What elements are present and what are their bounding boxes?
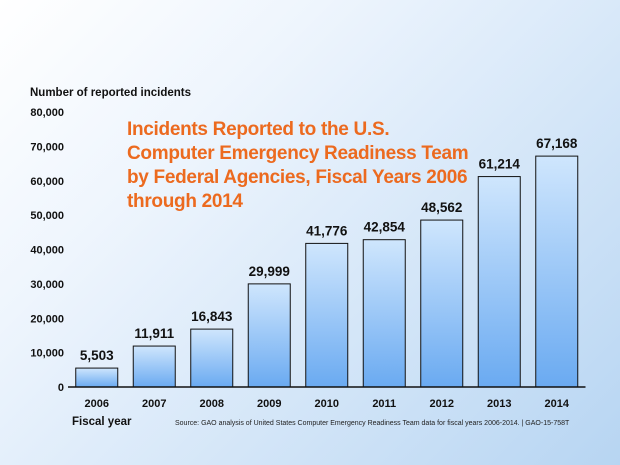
bar-2013 bbox=[477, 176, 521, 388]
bar-2008 bbox=[190, 328, 234, 388]
x-tick-label: 2009 bbox=[257, 398, 281, 410]
value-label: 41,776 bbox=[306, 223, 348, 238]
y-tick-label: 30,000 bbox=[30, 279, 64, 291]
y-tick-label: 10,000 bbox=[30, 348, 64, 360]
x-tick-label: 2013 bbox=[487, 398, 511, 410]
bar-2010 bbox=[305, 242, 349, 388]
y-axis-label: Number of reported incidents bbox=[30, 87, 192, 99]
y-tick-label: 50,000 bbox=[30, 210, 64, 222]
x-tick-label: 2012 bbox=[430, 398, 454, 410]
value-labels: 5,503 11,911 16,843 29,999 41,776 42,854 48,56… bbox=[80, 136, 578, 363]
bar-2014 bbox=[535, 155, 579, 388]
value-label: 48,562 bbox=[421, 200, 462, 215]
y-axis-ticks: 0 10,000 20,000 30,000 40,000 50,000 60,000 70,… bbox=[30, 107, 64, 394]
bar-2012 bbox=[420, 219, 464, 388]
x-tick-label: 2008 bbox=[200, 398, 224, 410]
value-label: 16,843 bbox=[191, 309, 233, 324]
bars bbox=[75, 155, 579, 388]
x-tick-label: 2006 bbox=[85, 398, 109, 410]
x-axis-label: Fiscal year bbox=[72, 416, 132, 428]
value-label: 29,999 bbox=[249, 264, 290, 279]
y-tick-label: 40,000 bbox=[30, 245, 64, 257]
value-label: 61,214 bbox=[479, 157, 521, 172]
y-tick-label: 70,000 bbox=[30, 141, 64, 153]
x-tick-label: 2014 bbox=[545, 398, 570, 410]
x-tick-label: 2007 bbox=[142, 398, 166, 410]
y-tick-label: 20,000 bbox=[30, 313, 64, 325]
value-label: 42,854 bbox=[364, 220, 406, 235]
source-note: Source: GAO analysis of United States Co… bbox=[175, 420, 570, 427]
bar-2011 bbox=[362, 239, 406, 388]
value-label: 11,911 bbox=[134, 326, 174, 341]
y-tick-label: 0 bbox=[58, 382, 64, 394]
y-tick-label: 60,000 bbox=[30, 176, 64, 188]
x-tick-label: 2010 bbox=[315, 398, 339, 410]
chart-title: Incidents Reported to the U.S. Computer … bbox=[127, 119, 469, 212]
bar-2006 bbox=[75, 367, 119, 388]
bar-2009 bbox=[247, 283, 291, 388]
x-tick-label: 2011 bbox=[372, 398, 396, 410]
bar-2007 bbox=[132, 345, 176, 388]
y-tick-label: 80,000 bbox=[30, 107, 64, 119]
x-axis-ticks: 2006 2007 2008 2009 2010 2011 2012 2013 2014 bbox=[85, 398, 570, 410]
value-label: 67,168 bbox=[536, 136, 578, 151]
value-label: 5,503 bbox=[80, 348, 114, 363]
